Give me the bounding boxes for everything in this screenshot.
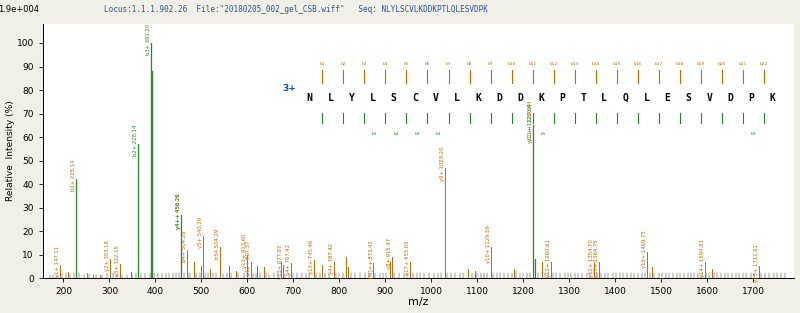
Text: b4+ 504.28: b4+ 504.28 xyxy=(182,231,186,262)
Text: y8+ 915.47: y8+ 915.47 xyxy=(387,238,392,269)
Text: y4++ 456.26: y4++ 456.26 xyxy=(176,193,182,229)
Text: y4+ 787.42: y4+ 787.42 xyxy=(329,243,334,274)
Text: L: L xyxy=(602,93,607,103)
Text: L: L xyxy=(370,93,376,103)
Text: L: L xyxy=(328,93,334,103)
Text: b14: b14 xyxy=(592,62,600,66)
Text: y17+ 953.03: y17+ 953.03 xyxy=(405,241,410,275)
Text: b54 504.29: b54 504.29 xyxy=(215,229,220,259)
Y-axis label: Relative  Intensity (%): Relative Intensity (%) xyxy=(6,101,15,202)
Text: P: P xyxy=(559,93,565,103)
Text: E: E xyxy=(665,93,670,103)
Text: b1: b1 xyxy=(372,132,378,136)
Text: b12: b12 xyxy=(550,62,558,66)
Text: y4++ 456.26: y4++ 456.26 xyxy=(176,193,182,229)
Text: b8: b8 xyxy=(467,62,472,66)
Text: y1+ 147.11: y1+ 147.11 xyxy=(55,246,60,277)
Text: y4+ 767.42: y4+ 767.42 xyxy=(286,244,291,275)
Text: b5: b5 xyxy=(404,62,410,66)
Text: b2+ 228.14: b2+ 228.14 xyxy=(133,125,138,156)
Text: N: N xyxy=(306,93,313,103)
Text: P: P xyxy=(749,93,754,103)
Text: b6: b6 xyxy=(425,62,430,66)
Text: b4: b4 xyxy=(382,62,388,66)
Text: b13: b13 xyxy=(570,62,579,66)
Text: T: T xyxy=(580,93,586,103)
Text: y11+ 913.60: y11+ 913.60 xyxy=(242,234,246,268)
Text: b20: b20 xyxy=(718,62,726,66)
Text: b9: b9 xyxy=(488,62,494,66)
Text: y13+ 1364.75: y13+ 1364.75 xyxy=(594,239,599,277)
Text: S: S xyxy=(686,93,691,103)
Text: 3+: 3+ xyxy=(282,84,296,93)
Text: y13+ 677.87: y13+ 677.87 xyxy=(278,244,283,279)
Text: D: D xyxy=(728,93,734,103)
Text: [M]++ 873.45: [M]++ 873.45 xyxy=(368,240,373,278)
Text: b2+ 228.14: b2+ 228.14 xyxy=(71,160,76,192)
Text: b3+ 391.20: b3+ 391.20 xyxy=(146,24,151,55)
Text: y10+ 1129.59: y10+ 1129.59 xyxy=(486,225,491,263)
Text: D: D xyxy=(496,93,502,103)
Text: S: S xyxy=(391,93,397,103)
Text: V: V xyxy=(706,93,713,103)
Text: V: V xyxy=(433,93,439,103)
Text: Y: Y xyxy=(349,93,354,103)
Text: 1.9e+004: 1.9e+004 xyxy=(0,5,38,14)
Text: b15: b15 xyxy=(613,62,621,66)
Text: y3+ 322.15: y3+ 322.15 xyxy=(114,245,120,276)
Text: y12+ 607.37: y12+ 607.37 xyxy=(246,241,250,275)
Text: y2+ 303.18: y2+ 303.18 xyxy=(106,240,110,271)
Text: b7: b7 xyxy=(446,62,451,66)
Text: Locus:1.1.1.902.26  File:"20180205_002_gel_CSB.wiff"   Seq: NLYLSCVLKDDKPTLQLESV: Locus:1.1.1.902.26 File:"20180205_002_ge… xyxy=(104,5,488,14)
Text: b18: b18 xyxy=(676,62,684,66)
Text: y9+ 1029.20: y9+ 1029.20 xyxy=(440,147,445,181)
Text: K: K xyxy=(770,93,775,103)
Text: K: K xyxy=(538,93,544,103)
Text: y11+ 1220.64: y11+ 1220.64 xyxy=(528,103,533,141)
Text: b21: b21 xyxy=(739,62,747,66)
Text: y12+ 1260.61: y12+ 1260.61 xyxy=(546,239,551,277)
Text: b1: b1 xyxy=(319,62,325,66)
Text: K: K xyxy=(475,93,481,103)
Text: D: D xyxy=(517,93,523,103)
Text: y11++ 1220.64: y11++ 1220.64 xyxy=(528,100,533,143)
Text: L: L xyxy=(454,93,460,103)
Text: b3: b3 xyxy=(414,132,420,136)
Text: b5: b5 xyxy=(541,132,546,136)
Text: b10: b10 xyxy=(507,62,516,66)
X-axis label: m/z: m/z xyxy=(408,297,429,307)
Text: b19: b19 xyxy=(697,62,706,66)
Text: b2: b2 xyxy=(341,62,346,66)
Text: b11: b11 xyxy=(529,62,537,66)
Text: b2: b2 xyxy=(393,132,398,136)
Text: y13+ 745.46: y13+ 745.46 xyxy=(310,240,314,274)
Text: b17: b17 xyxy=(655,62,663,66)
Text: y12+ 1354.70: y12+ 1354.70 xyxy=(590,239,594,277)
Text: y15+ 1712.91: y15+ 1712.91 xyxy=(754,244,759,282)
Text: b4: b4 xyxy=(435,132,441,136)
Text: b22: b22 xyxy=(760,62,768,66)
Text: C: C xyxy=(412,93,418,103)
Text: y14+ 1594.81: y14+ 1594.81 xyxy=(700,239,705,277)
Text: b9: b9 xyxy=(751,132,757,136)
Text: y13+ 1469.75: y13+ 1469.75 xyxy=(642,230,647,268)
Text: b3: b3 xyxy=(362,62,367,66)
Text: y5+ 540.29: y5+ 540.29 xyxy=(198,217,203,248)
Text: Q: Q xyxy=(622,93,628,103)
Text: b16: b16 xyxy=(634,62,642,66)
Text: L: L xyxy=(643,93,650,103)
